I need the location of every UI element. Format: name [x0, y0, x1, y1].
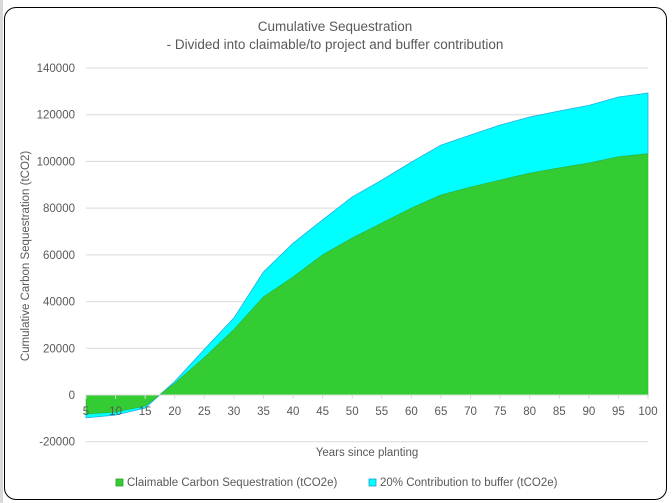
legend-swatch-claimable [115, 478, 124, 487]
window-edge-strip [0, 0, 3, 503]
chart-subtitle: - Divided into claimable/to project and … [167, 37, 504, 52]
y-axis-ticks: -20000 0 20000 40000 60000 80000 100000 120000 1… [37, 63, 75, 449]
legend-label-claimable: Claimable Carbon Sequestration (tCO2e) [127, 477, 337, 489]
y-tick-label: 40000 [43, 297, 75, 309]
y-tick-label: 60000 [43, 250, 75, 262]
x-tick-label: 15 [139, 406, 152, 418]
x-tick-label: 85 [553, 406, 566, 418]
y-tick-label: 20000 [43, 343, 75, 355]
x-tick-label: 100 [638, 406, 657, 418]
x-tick-label: 30 [227, 406, 240, 418]
y-tick-label: -20000 [39, 437, 75, 449]
y-tick-label: 120000 [37, 110, 75, 122]
x-tick-label: 60 [405, 406, 418, 418]
legend-item-buffer[interactable]: 20% Contribution to buffer (tCO2e) [368, 477, 558, 489]
legend-label-buffer: 20% Contribution to buffer (tCO2e) [380, 477, 558, 489]
legend-swatch-buffer [368, 478, 377, 487]
plot-areas [85, 92, 649, 419]
x-axis-ticks: 5 10 15 20 25 30 35 40 45 50 55 60 65 70 75 80 85 90 95 100 [83, 406, 658, 418]
x-tick-label: 95 [612, 406, 625, 418]
x-tick-label: 75 [494, 406, 507, 418]
x-tick-label: 20 [168, 406, 181, 418]
x-tick-label: 45 [316, 406, 329, 418]
y-tick-label: 140000 [37, 63, 75, 75]
legend: Claimable Carbon Sequestration (tCO2e) 2… [115, 477, 558, 489]
legend-item-claimable[interactable]: Claimable Carbon Sequestration (tCO2e) [115, 477, 337, 489]
x-tick-label: 80 [523, 406, 536, 418]
chart-title: Cumulative Sequestration [258, 19, 413, 34]
x-tick-label: 40 [287, 406, 300, 418]
x-tick-label: 55 [375, 406, 388, 418]
x-tick-label: 10 [109, 406, 122, 418]
x-tick-label: 90 [582, 406, 595, 418]
y-tick-label: 0 [69, 390, 75, 402]
x-tick-label: 5 [83, 406, 89, 418]
x-tick-label: 25 [198, 406, 211, 418]
x-tick-label: 35 [257, 406, 270, 418]
y-tick-label: 100000 [37, 156, 75, 168]
y-axis-title: Cumulative Carbon Sequestration (tCO2) [20, 151, 32, 361]
y-tick-label: 80000 [43, 203, 75, 215]
area-claimable [85, 153, 649, 415]
x-tick-label: 70 [464, 406, 477, 418]
x-tick-label: 50 [346, 406, 359, 418]
x-axis [85, 394, 649, 399]
x-tick-label: 65 [435, 406, 448, 418]
x-axis-title: Years since planting [316, 447, 419, 459]
